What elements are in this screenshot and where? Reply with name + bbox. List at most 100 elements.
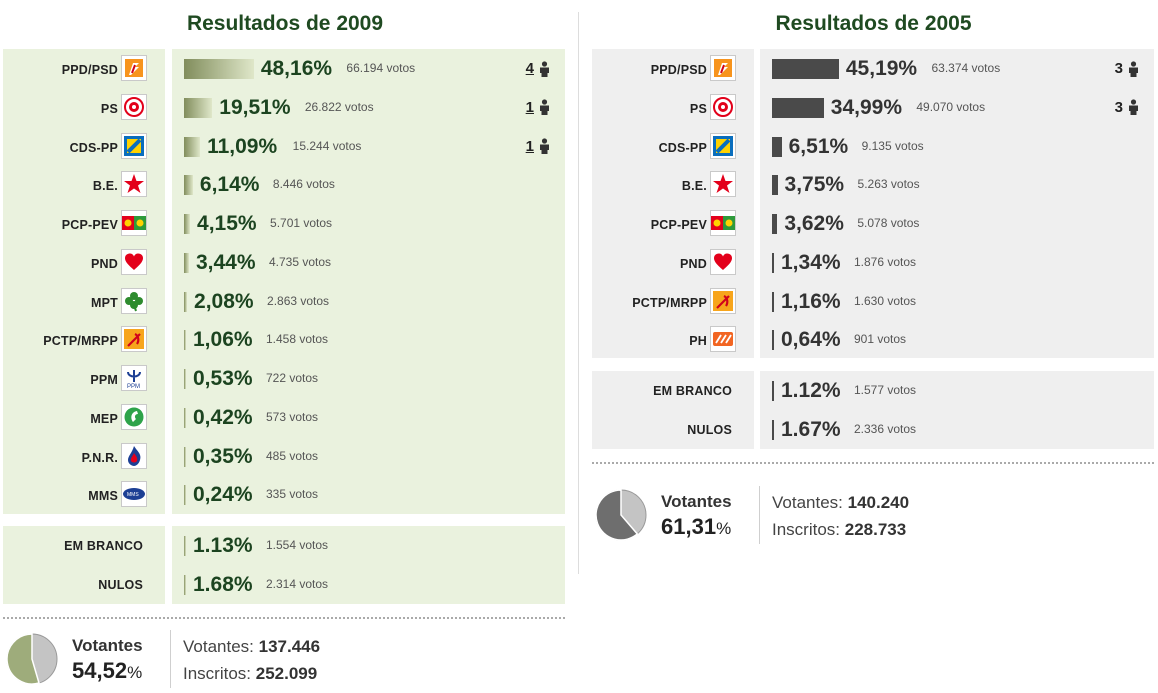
vote-percentage: 4,15%: [197, 212, 257, 235]
vote-percentage: 6,51%: [788, 134, 849, 158]
category-name: NULOS: [98, 577, 143, 592]
vote-share-bar: [772, 214, 778, 234]
party-row: MEP 0,42% 573 votos: [0, 398, 570, 437]
vote-percentage: 3,75%: [784, 173, 845, 197]
deputy-icon: [1129, 99, 1138, 116]
turnout-label: Votantes: [72, 636, 143, 655]
registered-stat: Inscritos: 252.099: [183, 664, 317, 684]
seats-number[interactable]: 4: [525, 60, 534, 77]
vote-share-bar: [772, 381, 774, 401]
vote-share-bar: [184, 407, 186, 428]
vote-count: 1.876 votos: [854, 254, 917, 269]
results-2005-panel: Resultados de 2005 PPD/PSD 45,19% 63.374 v…: [589, 0, 1158, 692]
party-row: MMS MMS 0,24% 335 votos: [0, 475, 570, 514]
party-name: PPD/PSD: [61, 63, 118, 77]
pnr-flame-icon: [121, 442, 147, 469]
ph-logo-icon: [710, 326, 736, 353]
vote-percentage: 1.67%: [781, 417, 841, 441]
vote-count: 4.735 votos: [268, 254, 332, 269]
registered-stat: Inscritos: 228.733: [772, 520, 906, 540]
vote-share-bar: [184, 446, 186, 467]
vote-count: 26.822 votos: [304, 99, 374, 114]
pnd-heart-icon: [710, 248, 736, 275]
vote-share-bar: [772, 97, 824, 118]
vote-count: 8.446 votos: [272, 177, 335, 192]
party-row: PCP-PEV 4,15% 5.701 votos: [0, 204, 570, 243]
registered-value: 228.733: [844, 520, 907, 539]
vote-share-bar: [184, 291, 188, 312]
party-row: CDS-PP 6,51% 9.135 votos: [589, 127, 1158, 166]
vote-count: 722 votos: [266, 371, 319, 385]
party-name: B.E.: [681, 179, 707, 194]
party-name: CDS-PP: [658, 140, 707, 155]
vote-share-bar: [184, 485, 186, 506]
vote-percentage: 0,64%: [781, 328, 841, 352]
svg-text:PPM: PPM: [127, 384, 140, 389]
party-row: NULOS 1.68% 2.314 votos: [0, 565, 570, 604]
vote-count: 15.244 votos: [292, 138, 362, 153]
party-row: PCTP/MRPP 1,16% 1.630 votos: [589, 282, 1158, 321]
svg-text:MMS: MMS: [127, 492, 139, 498]
party-name: PND: [91, 256, 118, 271]
cds-logo-icon: [121, 132, 147, 159]
vote-count: 5.078 votos: [857, 216, 920, 230]
seats-number[interactable]: 1: [525, 98, 534, 116]
party-row: PS 19,51% 26.822 votos 1: [0, 88, 570, 127]
voters-stat: Votantes: 137.446: [183, 637, 320, 657]
party-row: NULOS 1.67% 2.336 votos: [589, 410, 1158, 449]
vote-percentage: 1,34%: [781, 250, 841, 274]
blank-null-results-box: [172, 526, 565, 604]
vote-count: 573 votos: [266, 409, 319, 424]
party-name: B.E.: [92, 179, 118, 194]
seats-count: 3: [1115, 99, 1140, 116]
panel-divider: [578, 12, 579, 574]
vote-share-bar: [184, 97, 213, 118]
deputy-icon: [540, 138, 549, 154]
ppm-logo-icon: PPM: [121, 365, 147, 391]
vote-count: 63.374 votos: [931, 61, 1001, 75]
party-row: PH 0,64% 901 votos: [589, 320, 1158, 359]
seats-count[interactable]: 1: [526, 99, 551, 116]
party-row: PCTP/MRPP 1,06% 1.458 votos: [0, 320, 570, 359]
seats-number[interactable]: 1: [525, 137, 534, 155]
vote-percentage: 1,06%: [193, 328, 253, 352]
voters-label: Votantes:: [183, 637, 254, 656]
party-results-box: [760, 49, 1154, 358]
seats-number: 3: [1114, 98, 1123, 116]
vote-percentage: 3,62%: [784, 212, 844, 235]
vote-count: 2.863 votos: [267, 293, 330, 308]
seats-count[interactable]: 1: [526, 138, 551, 155]
vote-share-bar: [772, 136, 782, 157]
blank-null-results-box: [760, 371, 1154, 449]
turnout-percentage: 54,52%: [72, 658, 142, 684]
vote-share-bar: [184, 175, 193, 196]
voters-value: 137.446: [258, 637, 321, 656]
deputy-icon: [540, 99, 549, 116]
vote-count: 1.630 votos: [854, 293, 917, 308]
party-name: P.N.R.: [81, 450, 118, 465]
seats-count[interactable]: 4: [526, 60, 551, 77]
party-name: PCP-PEV: [61, 218, 118, 232]
vote-percentage: 0,42%: [193, 405, 253, 429]
vote-share-bar: [772, 252, 774, 273]
turnout-slice: [595, 489, 639, 541]
turnout-label: Votantes: [661, 492, 732, 511]
registered-value: 252.099: [255, 664, 318, 683]
party-name: PCTP/MRPP: [632, 295, 707, 310]
mms-logo-icon: MMS: [121, 481, 147, 508]
dotted-divider: [3, 617, 565, 619]
mep-logo-icon: [121, 403, 147, 430]
party-row: CDS-PP 11,09% 15.244 votos 1: [0, 127, 570, 166]
voters-value: 140.240: [847, 493, 910, 512]
party-name: MEP: [90, 411, 118, 426]
results-2009-panel: Resultados de 2009 PPD/PSD 48,16% 66.194 v…: [0, 0, 570, 692]
category-name: NULOS: [687, 422, 732, 437]
percent-sign: %: [127, 663, 143, 682]
vote-share-bar: [184, 330, 186, 351]
vote-percentage: 3,44%: [195, 250, 256, 274]
party-row: PND 1,34% 1.876 votos: [589, 243, 1158, 282]
vote-share-bar: [184, 214, 191, 234]
vote-percentage: 0,24%: [193, 483, 253, 507]
vote-share-bar: [772, 175, 778, 196]
cdu-logo-icon: [121, 210, 147, 236]
